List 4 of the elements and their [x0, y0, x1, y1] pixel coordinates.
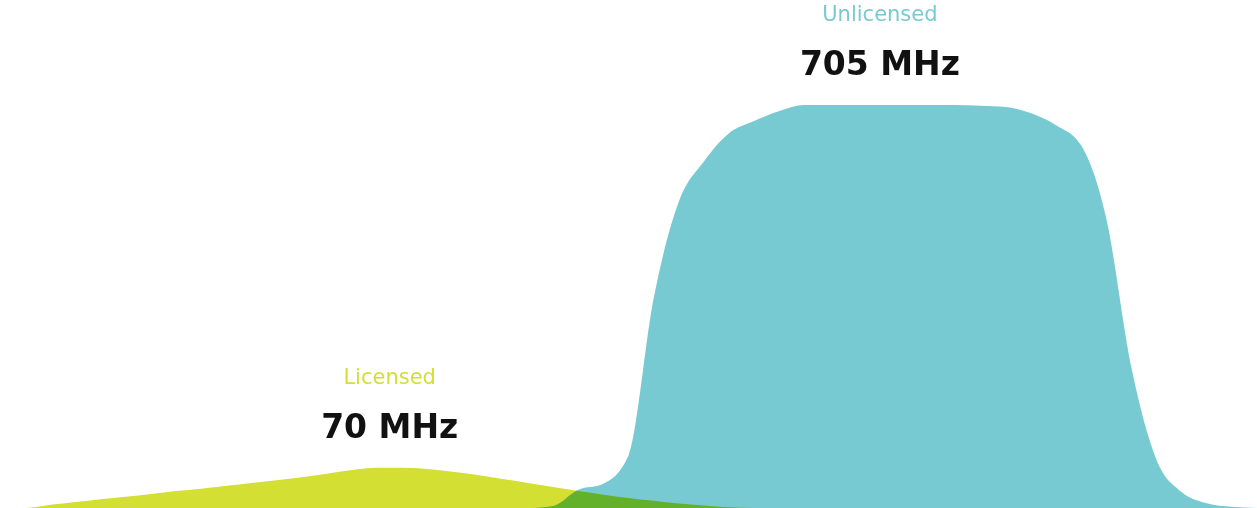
text: Unlicensed	[822, 2, 938, 26]
text: Licensed	[343, 364, 436, 389]
annotation: 70 MHz	[321, 406, 459, 446]
text: 705 MHz	[799, 44, 960, 83]
